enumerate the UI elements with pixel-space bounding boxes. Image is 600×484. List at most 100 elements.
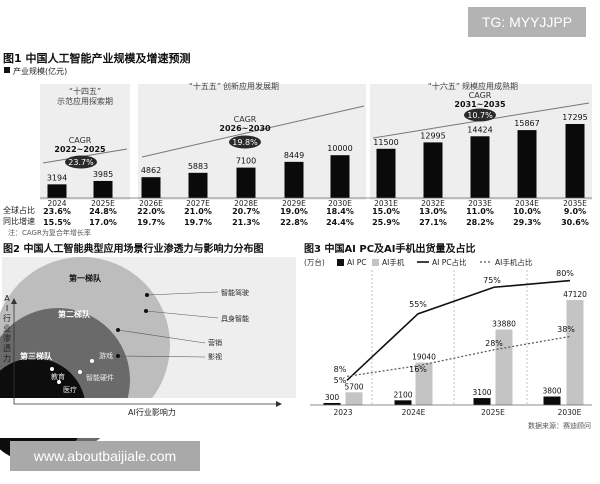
fig1-global-share-value: 23.6% xyxy=(43,207,71,216)
fig3-ai-phone-share-label: 38% xyxy=(557,325,575,334)
fig3-ai-phone-value: 19040 xyxy=(412,353,436,362)
fig1-global-share-value: 20.7% xyxy=(232,207,260,216)
dot-embodied-ai xyxy=(144,309,148,313)
watermark-top-right: TG: MYYJJPP xyxy=(468,7,586,37)
leader-marketing xyxy=(117,329,206,344)
fig3-category-label: 2023 xyxy=(333,408,352,417)
label-autonomous-driving: 智能驾驶 xyxy=(221,288,249,297)
fig2-x-axis-arrow xyxy=(276,401,282,407)
fig3-ai-pc-share-label: 55% xyxy=(409,300,427,309)
leader-film-tv xyxy=(117,355,206,358)
fig1-global-share-value: 22.0% xyxy=(137,207,165,216)
fig1-yoy-value: 28.2% xyxy=(466,218,494,227)
fig1-title: 图1 中国人工智能产业规模及增速预测 xyxy=(3,51,190,65)
period-panel-14th xyxy=(40,84,130,200)
fig2-y-axis-label-char: A xyxy=(4,294,10,303)
fig3-ai-phone-share-label: 8% xyxy=(334,365,347,374)
fig3-ai-pc-bar xyxy=(323,403,341,405)
fig1-year-label: 2026E xyxy=(139,199,163,208)
fig1-year-labels: 2024 2025E 2026E 2027E 2028E 2029E 2030E 2031E 2… xyxy=(47,199,587,208)
fig3-ai-pc-share-label: 75% xyxy=(483,276,501,285)
dot-healthcare xyxy=(57,380,61,384)
fig1-bar-value: 8449 xyxy=(284,151,304,160)
cagr-value-16th: 10.7% xyxy=(467,111,493,120)
fig1-yoy-value: 25.9% xyxy=(372,218,400,227)
fig1-yoy-value: 27.1% xyxy=(419,218,447,227)
fig3-ai-pc-value: 3800 xyxy=(542,387,561,396)
cagr-range-15th: 2026~2030 xyxy=(219,124,271,133)
fig1-year-label: 2027E xyxy=(186,199,210,208)
row-label-yoy: 同比增速 xyxy=(3,216,35,226)
label-education: 教育 xyxy=(51,372,65,381)
fig1-global-share-value: 9.0% xyxy=(564,207,586,216)
fig1-bar-value: 7100 xyxy=(236,157,256,166)
fig3-ai-phone-value: 5700 xyxy=(344,382,363,391)
fig1-bar xyxy=(330,155,350,198)
legend-ai-phone-share: AI手机占比 xyxy=(495,257,533,267)
fig1-bar xyxy=(47,184,67,198)
fig1-global-share-value: 10.0% xyxy=(513,207,541,216)
label-smart-hardware: 智能硬件 xyxy=(86,373,114,382)
fig1-yoy-value: 19.7% xyxy=(137,218,165,227)
fig3-ai-phone-share-label: 28% xyxy=(485,339,503,348)
cagr-label-15th: CAGR xyxy=(234,115,257,124)
fig1-yoy-value: 24.4% xyxy=(326,218,354,227)
label-gaming: 游戏 xyxy=(99,351,113,360)
fig1-year-label: 2033E xyxy=(468,199,492,208)
cagr-range-14th: 2022~2025 xyxy=(54,145,106,154)
fig2-y-axis-label-char: 行 xyxy=(3,313,11,323)
fig1-year-label: 2029E xyxy=(282,199,306,208)
fig1-year-label: 2024 xyxy=(47,199,66,208)
fig1-bar xyxy=(236,167,256,198)
dot-film-tv xyxy=(116,354,120,358)
fig1-bar-values: 3194 3985 4862 5883 7100 8449 10000 11500 12995 1… xyxy=(47,113,588,182)
fig1-bar xyxy=(284,161,304,198)
fig3-share-lines xyxy=(346,279,571,381)
leader-autonomous-driving xyxy=(146,291,219,296)
fig2-y-axis-label-char: 力 xyxy=(3,353,11,363)
fig1-global-share-row: 23.6% 24.8% 22.0% 21.0% 20.7% 19.0% 18.4% 15.0%… xyxy=(43,207,586,216)
leader-embodied-ai xyxy=(145,310,219,319)
fig3-ai-phone-value: 47120 xyxy=(563,290,587,299)
fig1-year-label: 2025E xyxy=(91,199,115,208)
fig3-category-label: 2024E xyxy=(402,408,426,417)
tier1-label: 第一梯队 xyxy=(69,273,102,283)
fig2-bottom-mask xyxy=(0,398,300,438)
fig1-global-share-value: 13.0% xyxy=(419,207,447,216)
period-name-15th: “十五五” xyxy=(189,81,221,91)
fig1-bar-value: 5883 xyxy=(188,162,208,171)
fig2-y-axis-label-char: 业 xyxy=(3,323,11,333)
fig3-unit: (万台) xyxy=(304,257,325,267)
fig1-footnote: 注：CAGR为复合年增长率 xyxy=(8,228,91,237)
fig3-ai-phone-bar xyxy=(415,362,433,405)
fig3-ai-phone-bar xyxy=(345,392,363,405)
fig3-bars xyxy=(323,300,584,405)
fig2-y-axis-label-char: 透 xyxy=(3,344,11,353)
period-desc-14th: 示范应用探索期 xyxy=(57,96,113,106)
fig3-ai-pc-share-label: 80% xyxy=(556,269,574,278)
fig3-ai-phone-value: 33880 xyxy=(492,320,516,329)
fig1-year-label: 2034E xyxy=(515,199,539,208)
fig1-bar xyxy=(141,177,161,198)
fig2-y-axis-label-char: I xyxy=(6,304,8,313)
figure-3: 图3 中国AI PC及AI手机出货量及占比 (万台) AI PC AI手机 AI… xyxy=(304,242,592,430)
fig2-y-axis-arrow xyxy=(11,298,17,304)
label-healthcare: 医疗 xyxy=(63,385,77,394)
cagr-range-16th: 2031~2035 xyxy=(454,100,506,109)
fig3-source: 数据来源：赛迪顾问 xyxy=(528,421,591,430)
fig1-bar-value: 17295 xyxy=(562,113,587,122)
fig1-bar xyxy=(470,136,490,198)
dot-smart-hardware xyxy=(78,370,82,374)
period-desc-16th: 规模应用成熟期 xyxy=(462,81,518,91)
fig1-global-share-value: 21.0% xyxy=(184,207,212,216)
cagr-badge-14th xyxy=(65,155,97,169)
fig1-bar xyxy=(517,130,537,198)
cagr-trend-line-15th xyxy=(141,105,365,158)
fig1-year-label: 2030E xyxy=(328,199,352,208)
fig1-bar-value: 3985 xyxy=(93,170,113,179)
fig1-year-label: 2032E xyxy=(421,199,445,208)
cagr-label-16th: CAGR xyxy=(469,91,492,100)
fig1-year-label: 2035E xyxy=(563,199,587,208)
